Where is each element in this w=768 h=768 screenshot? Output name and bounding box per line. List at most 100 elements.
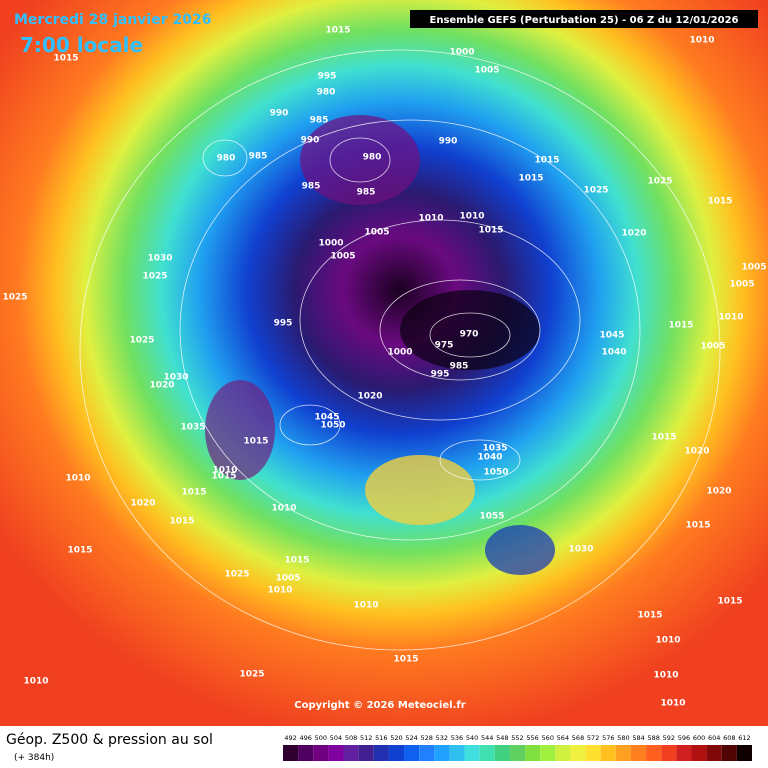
colorbar-swatch [540, 745, 556, 761]
colorbar-swatch [615, 745, 631, 761]
pressure-label: 1020 [684, 447, 709, 457]
colorbar-label: 568 [572, 734, 584, 742]
pressure-label: 1005 [474, 66, 499, 76]
colorbar-label: 588 [647, 734, 659, 742]
colorbar-swatch [283, 745, 299, 761]
colorbar-label: 600 [693, 734, 705, 742]
pressure-label: 1050 [320, 421, 345, 431]
colorbar-swatch [494, 745, 510, 761]
pressure-label: 970 [460, 330, 479, 340]
pressure-label: 995 [318, 72, 337, 82]
pressure-label: 1015 [67, 546, 92, 556]
colorbar-label: 564 [557, 734, 569, 742]
colorbar-label: 536 [451, 734, 463, 742]
pressure-label: 1015 [243, 437, 268, 447]
pressure-label: 1015 [211, 472, 236, 482]
colorbar-label: 540 [466, 734, 478, 742]
pressure-label: 1025 [647, 177, 672, 187]
colorbar-label: 520 [390, 734, 402, 742]
colorbar-label: 528 [421, 734, 433, 742]
pressure-label: 980 [363, 153, 382, 163]
pressure-label: 1025 [142, 272, 167, 282]
model-info: Ensemble GEFS (Perturbation 25) - 06 Z d… [430, 15, 739, 26]
colorbar-label: 516 [375, 734, 387, 742]
pressure-label: 1015 [685, 521, 710, 531]
pressure-label: 1020 [130, 499, 155, 509]
pressure-label: 1015 [393, 655, 418, 665]
pressure-label: 990 [301, 136, 320, 146]
pressure-label: 1015 [534, 156, 559, 166]
colorbar-label: 612 [738, 734, 750, 742]
pressure-label: 1010 [718, 313, 743, 323]
colorbar-label: 592 [663, 734, 675, 742]
pressure-label: 1020 [621, 229, 646, 239]
colorbar-label: 556 [526, 734, 538, 742]
pressure-label: 1010 [655, 636, 680, 646]
pressure-label: 1005 [700, 342, 725, 352]
pressure-label: 1045 [599, 331, 624, 341]
colorbar-label: 572 [587, 734, 599, 742]
pressure-label: 1005 [330, 252, 355, 262]
pressure-label: 1015 [707, 197, 732, 207]
colorbar-swatch [388, 745, 405, 761]
pressure-label: 985 [357, 188, 376, 198]
colorbar-swatch [570, 745, 586, 761]
pressure-label: 1015 [651, 433, 676, 443]
pressure-label: 995 [274, 319, 293, 329]
pressure-label: 1035 [482, 444, 507, 454]
colorbar-label: 584 [632, 734, 644, 742]
pressure-label: 985 [310, 116, 329, 126]
colorbar-swatch [600, 745, 616, 761]
pressure-label: 1015 [668, 321, 693, 331]
pressure-label: 1015 [637, 611, 662, 621]
copyright: Copyright © 2026 Meteociel.fr [294, 700, 465, 711]
colorbar-swatch [479, 745, 495, 761]
colorbar-label: 504 [330, 734, 342, 742]
pressure-label: 1015 [717, 597, 742, 607]
model-box [410, 10, 758, 28]
pressure-label: 1010 [653, 671, 678, 681]
pressure-label: 1015 [284, 556, 309, 566]
colorbar-swatch [706, 745, 722, 761]
colorbar-swatch [525, 745, 541, 761]
footer-lead: (+ 384h) [14, 753, 54, 763]
pressure-label: 1005 [729, 280, 754, 290]
trough [485, 525, 555, 575]
pressure-label: 1010 [65, 474, 90, 484]
pressure-label: 1000 [387, 348, 412, 358]
colorbar-label: 508 [345, 734, 357, 742]
colorbar-swatch [419, 745, 435, 761]
pressure-label: 1010 [267, 586, 292, 596]
pressure-label: 1025 [129, 336, 154, 346]
pressure-label: 990 [439, 137, 458, 147]
pressure-label: 1025 [2, 293, 27, 303]
pressure-label: 985 [450, 362, 469, 372]
pressure-label: 985 [249, 152, 268, 162]
pressure-label: 1055 [479, 512, 504, 522]
pressure-label: 1035 [180, 423, 205, 433]
colorbar-label: 596 [678, 734, 690, 742]
colorbar-swatch [676, 745, 692, 761]
pressure-label: 1015 [181, 488, 206, 498]
pressure-label: 1030 [568, 545, 593, 555]
pressure-label: 995 [431, 370, 450, 380]
pressure-label: 1010 [459, 212, 484, 222]
colorbar-label: 608 [723, 734, 735, 742]
colorbar-swatch [646, 745, 662, 761]
pressure-label: 1015 [53, 54, 78, 64]
pressure-label: 1015 [325, 26, 350, 36]
colorbar-label: 548 [496, 734, 508, 742]
pressure-label: 1025 [224, 570, 249, 580]
colorbar-swatch [343, 745, 359, 761]
colorbar-label: 532 [436, 734, 448, 742]
pressure-label: 985 [302, 182, 321, 192]
pressure-label: 1030 [163, 373, 188, 383]
colorbar-label: 604 [708, 734, 720, 742]
colorbar-swatch [358, 745, 374, 761]
colorbar-swatch [313, 745, 329, 761]
pressure-label: 1005 [275, 574, 300, 584]
ridge [365, 455, 475, 525]
pressure-label: 975 [435, 341, 454, 351]
footer-title: Géop. Z500 & pression au sol [6, 732, 213, 748]
